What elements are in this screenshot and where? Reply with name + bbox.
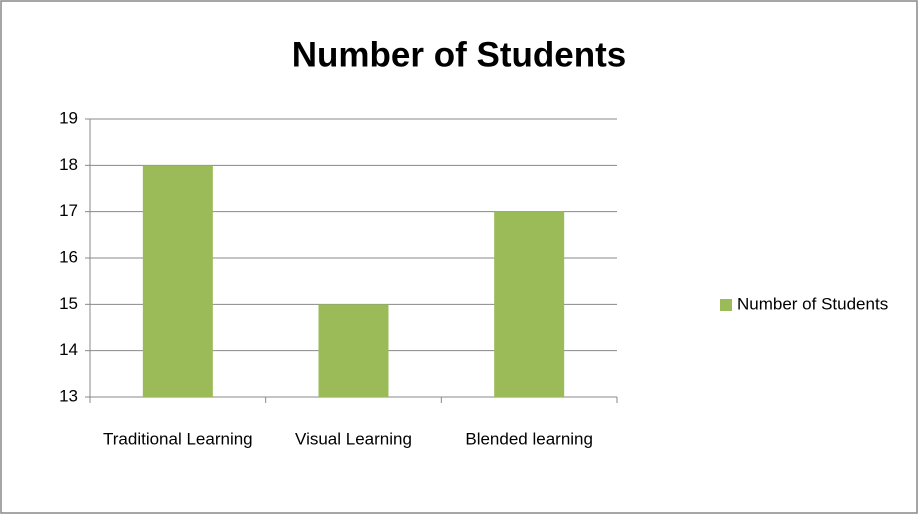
y-tick-label: 15 — [59, 294, 78, 313]
x-tick-label: Blended learning — [465, 429, 593, 448]
legend-swatch — [720, 299, 732, 311]
bar — [318, 304, 389, 397]
bar — [142, 165, 213, 397]
y-tick-label: 18 — [59, 155, 78, 174]
y-tick-label: 13 — [59, 386, 78, 405]
y-tick-label: 19 — [59, 108, 78, 127]
chart-title: Number of Students — [292, 35, 626, 74]
y-tick-label: 14 — [59, 340, 78, 359]
y-tick-label: 17 — [59, 201, 78, 220]
y-tick-label: 16 — [59, 247, 78, 266]
bar — [494, 211, 565, 397]
legend-label: Number of Students — [737, 294, 888, 313]
x-tick-label: Visual Learning — [295, 429, 412, 448]
x-tick-label: Traditional Learning — [103, 429, 253, 448]
